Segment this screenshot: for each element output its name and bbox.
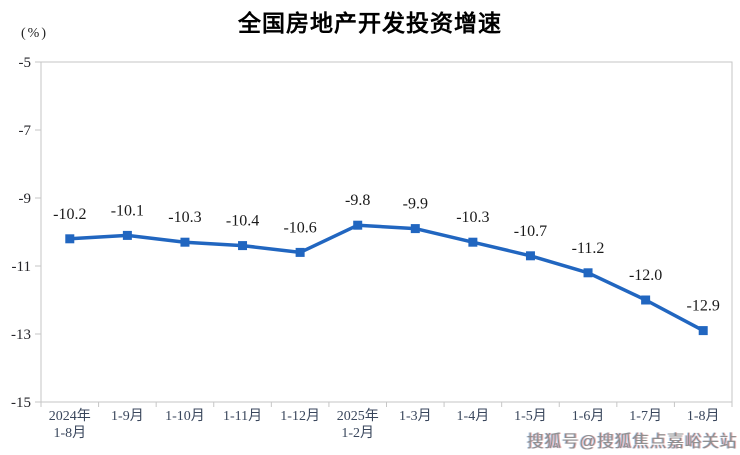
data-point-marker — [180, 237, 190, 247]
data-point-label: -10.7 — [514, 223, 547, 240]
y-axis-tick-label: -9 — [19, 191, 32, 207]
watermark-text: 搜狐号@搜狐焦点嘉峪关站 — [526, 432, 737, 451]
x-axis-tick-label: 1-2月 — [341, 425, 374, 441]
data-line — [68, 223, 705, 333]
chart-title: 全国房地产开发投资增速 — [238, 10, 502, 36]
data-point-marker — [410, 224, 420, 234]
x-axis-tick-label: 1-3月 — [399, 408, 432, 424]
y-axis-tick-label: -13 — [11, 327, 31, 343]
data-point-label: -10.3 — [168, 209, 201, 226]
data-point-marker — [698, 326, 708, 336]
data-point-label: -10.4 — [226, 213, 259, 230]
plot-border — [40, 61, 733, 403]
data-point-label: -10.2 — [53, 206, 86, 223]
data-point-marker — [295, 247, 305, 257]
data-point-marker — [525, 251, 535, 261]
x-axis-tick-label: 1-6月 — [572, 408, 605, 424]
data-point-marker — [468, 237, 478, 247]
y-axis-unit-label: (%) — [21, 26, 48, 41]
x-axis-tick-label: 2025年 — [337, 408, 379, 424]
data-point-marker — [122, 230, 132, 240]
x-axis-tick-label: 1-11月 — [223, 408, 262, 424]
data-point-marker — [353, 220, 363, 230]
x-axis-tick-label: 2024年 — [49, 408, 91, 424]
data-point-marker — [583, 268, 593, 278]
x-axis-tick-label: 1-8月 — [53, 425, 86, 441]
data-point-label: -12.9 — [687, 298, 720, 315]
data-point-label: -11.2 — [572, 240, 605, 257]
y-axis-tick-label: -5 — [19, 55, 32, 71]
x-axis-tick-label: 1-7月 — [629, 408, 662, 424]
data-point-label: -9.8 — [345, 192, 370, 209]
y-axis-tick-label: -11 — [12, 259, 31, 275]
data-point-label: -10.1 — [111, 202, 144, 219]
y-axis-tick-label: -7 — [19, 123, 32, 139]
data-point-label: -9.9 — [403, 196, 428, 213]
data-point-label: -12.0 — [629, 267, 662, 284]
x-axis-tick-label: 1-8月 — [687, 408, 720, 424]
data-point-marker — [65, 234, 75, 244]
y-axis-tick-label: -15 — [11, 395, 31, 411]
data-point-marker — [641, 295, 651, 305]
x-axis-tick-label: 1-12月 — [280, 408, 320, 424]
x-axis-tick-label: 1-10月 — [165, 408, 205, 424]
x-axis-tick-label: 1-9月 — [111, 408, 144, 424]
data-point-label: -10.3 — [456, 209, 489, 226]
x-axis-tick-label: 1-5月 — [514, 408, 547, 424]
x-axis-tick-label: 1-4月 — [457, 408, 490, 424]
data-point-label: -10.6 — [283, 219, 316, 236]
data-point-marker — [238, 241, 248, 251]
